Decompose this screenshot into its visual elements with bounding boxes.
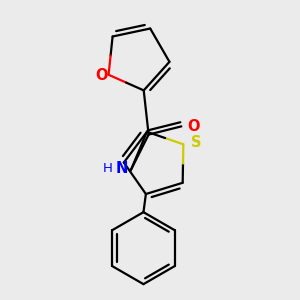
Text: O: O bbox=[95, 68, 108, 83]
Text: S: S bbox=[190, 135, 201, 150]
Text: N: N bbox=[116, 161, 128, 176]
Text: H: H bbox=[103, 162, 112, 176]
Text: O: O bbox=[187, 119, 200, 134]
